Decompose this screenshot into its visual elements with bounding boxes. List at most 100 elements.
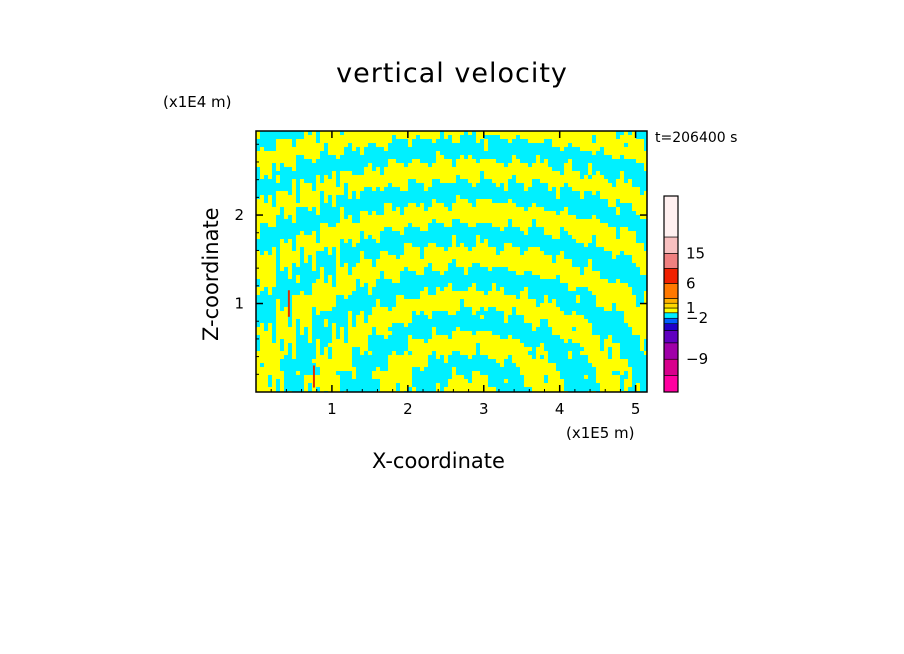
field-cell bbox=[540, 247, 605, 252]
field-cell bbox=[380, 231, 401, 236]
field-cell bbox=[512, 159, 521, 164]
field-cell bbox=[516, 295, 521, 300]
field-cell bbox=[260, 343, 281, 348]
field-cell bbox=[372, 259, 377, 264]
field-cell bbox=[324, 319, 329, 324]
field-cell bbox=[256, 323, 261, 328]
field-cell bbox=[632, 371, 647, 376]
field-cell bbox=[620, 199, 647, 204]
field-cell bbox=[304, 379, 341, 384]
field-cell bbox=[316, 159, 389, 164]
field-cell bbox=[388, 183, 393, 188]
field-cell bbox=[256, 199, 265, 204]
field-cell bbox=[456, 367, 521, 372]
field-cell bbox=[504, 363, 517, 368]
field-cell bbox=[532, 223, 537, 228]
field-cell bbox=[540, 275, 557, 280]
field-cell bbox=[536, 299, 545, 304]
field-cell bbox=[412, 335, 433, 340]
field-cell bbox=[368, 211, 373, 216]
field-cell bbox=[256, 255, 277, 260]
x-axis-label: X-coordinate bbox=[372, 449, 505, 473]
field-cell bbox=[260, 223, 269, 228]
field-cell bbox=[260, 347, 281, 352]
field-cell bbox=[456, 175, 461, 180]
field-cell bbox=[324, 351, 329, 356]
field-cell bbox=[424, 251, 497, 256]
field-cell bbox=[476, 235, 481, 240]
field-cell bbox=[380, 367, 389, 372]
field-cell bbox=[644, 191, 647, 196]
field-cell bbox=[256, 167, 261, 172]
field-cell bbox=[532, 347, 537, 352]
field-cell bbox=[448, 359, 497, 364]
field-cell bbox=[592, 259, 633, 264]
field-cell bbox=[448, 283, 453, 288]
field-cell bbox=[420, 255, 425, 260]
field-cell bbox=[628, 323, 647, 328]
field-cell bbox=[316, 307, 333, 312]
field-cell bbox=[360, 283, 365, 288]
field-cell bbox=[544, 355, 549, 360]
field-cell bbox=[432, 179, 441, 184]
field-cell bbox=[276, 219, 293, 224]
field-cell bbox=[612, 307, 617, 312]
field-cell bbox=[588, 263, 593, 268]
field-cell bbox=[352, 195, 357, 200]
field-cell bbox=[256, 311, 277, 316]
field-cell bbox=[296, 159, 313, 164]
field-cell bbox=[620, 135, 637, 140]
field-cell bbox=[416, 135, 421, 140]
field-cell bbox=[296, 191, 301, 196]
field-cell bbox=[588, 355, 609, 360]
field-cell bbox=[396, 207, 401, 212]
field-cell bbox=[544, 231, 561, 236]
field-cell bbox=[596, 171, 601, 176]
field-cell bbox=[452, 331, 473, 336]
field-cell bbox=[488, 291, 505, 296]
field-cell bbox=[400, 279, 561, 284]
field-cell bbox=[288, 267, 293, 272]
field-cell bbox=[428, 359, 445, 364]
field-cell bbox=[548, 351, 569, 356]
field-cell bbox=[424, 203, 433, 208]
field-cell bbox=[600, 275, 647, 280]
field-cell bbox=[568, 211, 617, 216]
field-cell bbox=[388, 359, 429, 364]
field-cell bbox=[616, 231, 621, 236]
field-cell bbox=[644, 295, 647, 300]
field-cell bbox=[276, 223, 321, 228]
field-cell bbox=[548, 375, 561, 380]
field-cell bbox=[544, 375, 549, 380]
field-cell bbox=[356, 375, 373, 380]
field-cell bbox=[352, 143, 369, 148]
field-cell bbox=[328, 151, 345, 156]
field-cell bbox=[588, 167, 593, 172]
field-cell bbox=[476, 351, 481, 356]
field-cell bbox=[488, 375, 525, 380]
field-cell bbox=[436, 155, 445, 160]
field-cell bbox=[536, 203, 609, 208]
field-cell bbox=[624, 311, 647, 316]
field-cell bbox=[584, 195, 601, 200]
field-cell bbox=[396, 255, 401, 260]
field-cell bbox=[476, 287, 493, 292]
field-cell bbox=[400, 211, 405, 216]
field-cell bbox=[272, 383, 277, 388]
field-cell bbox=[376, 303, 381, 308]
field-cell bbox=[440, 387, 445, 392]
field-cell bbox=[316, 267, 321, 272]
field-cell bbox=[584, 191, 593, 196]
field-cell bbox=[596, 375, 621, 380]
field-cell bbox=[608, 355, 613, 360]
field-cell bbox=[312, 131, 317, 136]
field-cell bbox=[320, 203, 333, 208]
field-cell bbox=[576, 239, 593, 244]
field-cell bbox=[480, 139, 485, 144]
field-cell bbox=[452, 259, 457, 264]
field-cell bbox=[276, 307, 281, 312]
field-cell bbox=[552, 143, 569, 148]
field-cell bbox=[432, 263, 449, 268]
field-cell bbox=[452, 367, 457, 372]
field-cell bbox=[424, 183, 433, 188]
